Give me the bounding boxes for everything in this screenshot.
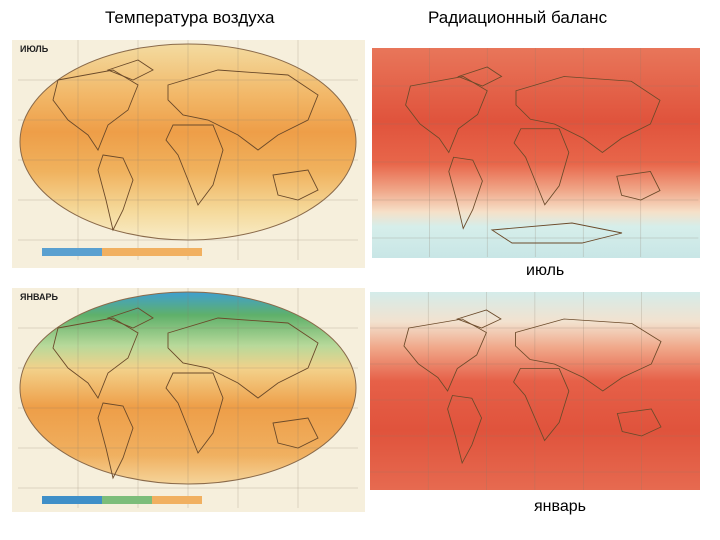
caption-january: январь — [534, 498, 586, 515]
radiation-july-map — [372, 48, 700, 258]
temperature-july-map: ИЮЛЬ — [12, 40, 365, 268]
map-label: ЯНВАРЬ — [20, 292, 59, 302]
radiation-january-map — [370, 292, 700, 490]
right-title: Радиационный баланс — [428, 8, 608, 27]
temperature-january-map: ЯНВАРЬ — [12, 288, 365, 512]
left-title: Температура воздуха — [105, 8, 275, 27]
map-label: ИЮЛЬ — [20, 44, 49, 54]
caption-july: июль — [526, 262, 565, 279]
